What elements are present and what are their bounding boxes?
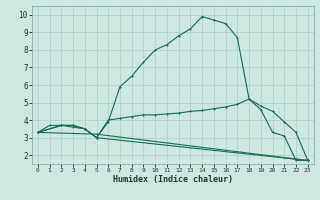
- X-axis label: Humidex (Indice chaleur): Humidex (Indice chaleur): [113, 175, 233, 184]
